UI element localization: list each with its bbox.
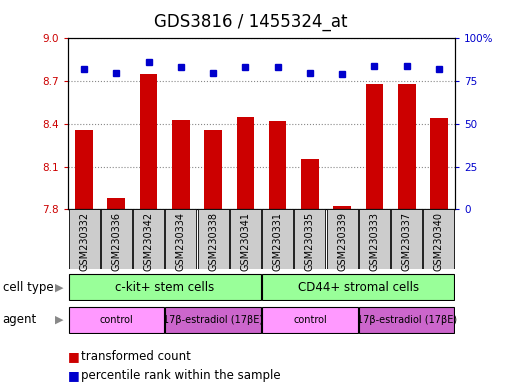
Text: GSM230341: GSM230341 xyxy=(241,212,251,271)
Text: GSM230337: GSM230337 xyxy=(402,212,412,271)
Bar xyxy=(69,274,261,300)
Bar xyxy=(269,121,287,209)
Text: GSM230339: GSM230339 xyxy=(337,212,347,271)
Text: control: control xyxy=(99,314,133,325)
Bar xyxy=(230,209,261,269)
Text: GSM230332: GSM230332 xyxy=(79,212,89,271)
Bar xyxy=(165,307,261,333)
Text: c-kit+ stem cells: c-kit+ stem cells xyxy=(115,281,214,293)
Text: agent: agent xyxy=(3,313,37,326)
Bar xyxy=(204,129,222,209)
Bar xyxy=(430,118,448,209)
Text: percentile rank within the sample: percentile rank within the sample xyxy=(81,369,281,382)
Bar xyxy=(301,159,319,209)
Bar xyxy=(75,129,93,209)
Bar xyxy=(359,209,390,269)
Text: 17β-estradiol (17βE): 17β-estradiol (17βE) xyxy=(163,314,263,325)
Text: ■: ■ xyxy=(68,369,79,382)
Bar xyxy=(398,84,415,209)
Bar xyxy=(172,119,190,209)
Bar xyxy=(165,209,196,269)
Text: GDS3816 / 1455324_at: GDS3816 / 1455324_at xyxy=(154,13,348,31)
Bar xyxy=(366,84,383,209)
Text: GSM230336: GSM230336 xyxy=(111,212,121,271)
Text: cell type: cell type xyxy=(3,281,53,294)
Bar xyxy=(359,307,454,333)
Bar xyxy=(198,209,229,269)
Bar xyxy=(333,207,351,209)
Text: GSM230342: GSM230342 xyxy=(144,212,154,271)
Bar xyxy=(69,307,164,333)
Bar xyxy=(294,209,325,269)
Bar xyxy=(424,209,454,269)
Text: 17β-estradiol (17βE): 17β-estradiol (17βE) xyxy=(357,314,457,325)
Text: GSM230333: GSM230333 xyxy=(369,212,379,271)
Bar xyxy=(133,209,164,269)
Text: CD44+ stromal cells: CD44+ stromal cells xyxy=(298,281,419,293)
Text: GSM230338: GSM230338 xyxy=(208,212,218,271)
Text: ■: ■ xyxy=(68,350,79,363)
Text: GSM230334: GSM230334 xyxy=(176,212,186,271)
Text: GSM230331: GSM230331 xyxy=(272,212,282,271)
Bar xyxy=(391,209,422,269)
Text: ▶: ▶ xyxy=(55,315,64,325)
Text: GSM230340: GSM230340 xyxy=(434,212,444,271)
Bar xyxy=(108,198,125,209)
Bar xyxy=(236,117,254,209)
Bar xyxy=(140,74,157,209)
Bar xyxy=(262,209,293,269)
Bar xyxy=(262,274,454,300)
Text: GSM230335: GSM230335 xyxy=(305,212,315,271)
Bar xyxy=(262,307,358,333)
Text: transformed count: transformed count xyxy=(81,350,191,363)
Text: control: control xyxy=(293,314,327,325)
Bar xyxy=(101,209,132,269)
Text: ▶: ▶ xyxy=(55,282,64,292)
Bar xyxy=(327,209,358,269)
Bar xyxy=(69,209,99,269)
